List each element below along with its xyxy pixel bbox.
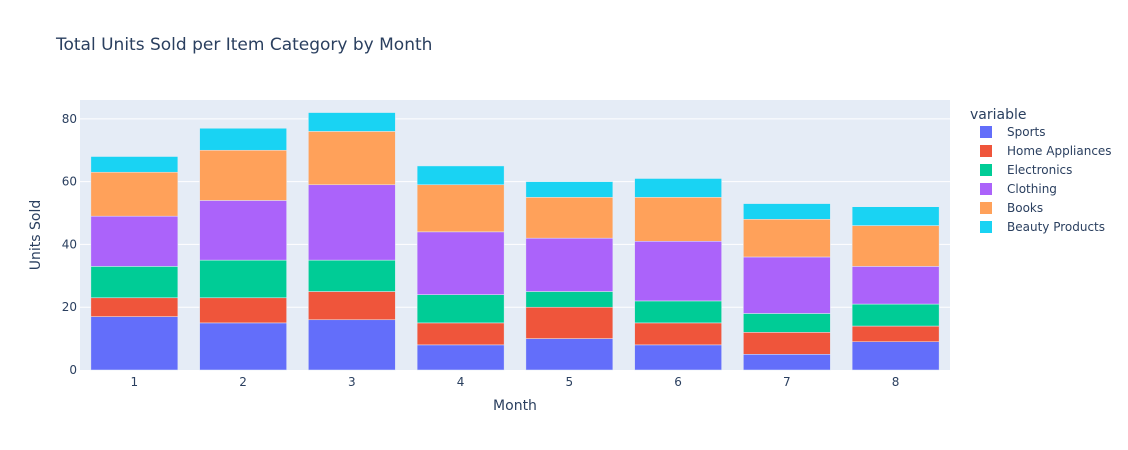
chart-title: Total Units Sold per Item Category by Mo… xyxy=(55,35,432,55)
legend-label: Beauty Products xyxy=(1007,220,1105,234)
legend-label: Home Appliances xyxy=(1007,144,1112,158)
bar-segment[interactable] xyxy=(308,319,396,371)
bar-segment[interactable] xyxy=(851,303,940,327)
bar-segment[interactable] xyxy=(199,128,287,151)
bar-segment[interactable] xyxy=(308,184,396,261)
y-tick-label: 40 xyxy=(62,237,77,251)
bar-segment[interactable] xyxy=(308,291,396,321)
bar-segment[interactable] xyxy=(743,203,831,220)
legend-swatch xyxy=(980,145,992,157)
bar-segment[interactable] xyxy=(416,184,505,233)
bar-segment[interactable] xyxy=(525,181,614,198)
y-axis-title: Units Sold xyxy=(28,200,44,270)
bar-segment[interactable] xyxy=(851,325,940,342)
bar-segment[interactable] xyxy=(90,297,179,317)
legend-label: Clothing xyxy=(1007,182,1057,196)
bar-segment[interactable] xyxy=(416,294,505,324)
y-tick-label: 80 xyxy=(62,112,77,126)
bars xyxy=(90,112,940,371)
bar-segment[interactable] xyxy=(90,266,179,299)
x-tick-label: 4 xyxy=(457,375,465,389)
legend-label: Sports xyxy=(1007,125,1045,139)
bar-segment[interactable] xyxy=(743,313,831,333)
y-axis-ticks: 0 20 40 60 80 xyxy=(62,112,77,377)
legend: Sports Home Appliances Electronics Clothing… xyxy=(980,125,1112,234)
bar-segment[interactable] xyxy=(199,149,287,201)
bar-segment[interactable] xyxy=(634,344,722,371)
bar-segment[interactable] xyxy=(743,354,831,371)
legend-item[interactable]: Beauty Products xyxy=(980,220,1105,234)
bar-segment[interactable] xyxy=(90,156,179,173)
bar-segment[interactable] xyxy=(525,306,614,339)
bar-segment[interactable] xyxy=(90,316,179,371)
bar-segment[interactable] xyxy=(634,178,722,198)
legend-swatch xyxy=(980,126,992,138)
bar-segment[interactable] xyxy=(90,171,179,217)
x-tick-label: 2 xyxy=(239,375,247,389)
legend-item[interactable]: Electronics xyxy=(980,163,1072,177)
x-tick-label: 1 xyxy=(131,375,139,389)
x-tick-label: 8 xyxy=(892,375,900,389)
y-tick-label: 20 xyxy=(62,300,77,314)
bar-segment[interactable] xyxy=(634,322,722,346)
legend-swatch xyxy=(980,221,992,233)
legend-item[interactable]: Home Appliances xyxy=(980,144,1112,158)
legend-swatch xyxy=(980,164,992,176)
bar-segment[interactable] xyxy=(743,219,831,258)
bar-segment[interactable] xyxy=(199,322,287,371)
bar-segment[interactable] xyxy=(90,215,179,267)
x-tick-label: 3 xyxy=(348,375,356,389)
bar-segment[interactable] xyxy=(525,291,614,308)
legend-swatch xyxy=(980,202,992,214)
legend-item[interactable]: Sports xyxy=(980,125,1045,139)
bar-segment[interactable] xyxy=(634,300,722,324)
y-tick-label: 60 xyxy=(62,175,77,189)
x-tick-label: 5 xyxy=(566,375,574,389)
bar-segment[interactable] xyxy=(851,266,940,305)
bar-segment[interactable] xyxy=(199,200,287,261)
bar-segment[interactable] xyxy=(416,344,505,371)
legend-label: Books xyxy=(1007,201,1043,215)
bar-segment[interactable] xyxy=(851,206,940,226)
y-tick-label: 0 xyxy=(69,363,77,377)
bar-segment[interactable] xyxy=(199,259,287,299)
bar-segment[interactable] xyxy=(743,332,831,355)
bar-segment[interactable] xyxy=(525,197,614,239)
bar-segment[interactable] xyxy=(308,131,396,186)
bar-segment[interactable] xyxy=(634,241,722,302)
bar-segment[interactable] xyxy=(525,338,614,371)
x-tick-label: 7 xyxy=(783,375,791,389)
legend-title: variable xyxy=(970,107,1026,123)
x-axis-title: Month xyxy=(493,398,537,414)
legend-label: Electronics xyxy=(1007,163,1072,177)
bar-segment[interactable] xyxy=(416,231,505,295)
bar-segment[interactable] xyxy=(634,197,722,242)
bar-segment[interactable] xyxy=(851,225,940,267)
legend-item[interactable]: Clothing xyxy=(980,182,1057,196)
x-axis-ticks: 1 2 3 4 5 6 7 8 xyxy=(131,375,900,389)
bar-segment[interactable] xyxy=(308,112,396,132)
bar-segment[interactable] xyxy=(199,297,287,324)
legend-swatch xyxy=(980,183,992,195)
legend-item[interactable]: Books xyxy=(980,201,1043,215)
bar-segment[interactable] xyxy=(416,322,505,346)
bar-segment[interactable] xyxy=(851,341,940,371)
bar-segment[interactable] xyxy=(743,256,831,314)
bar-segment[interactable] xyxy=(525,237,614,292)
x-tick-label: 6 xyxy=(674,375,682,389)
bar-segment[interactable] xyxy=(416,165,505,186)
bar-segment[interactable] xyxy=(308,259,396,292)
